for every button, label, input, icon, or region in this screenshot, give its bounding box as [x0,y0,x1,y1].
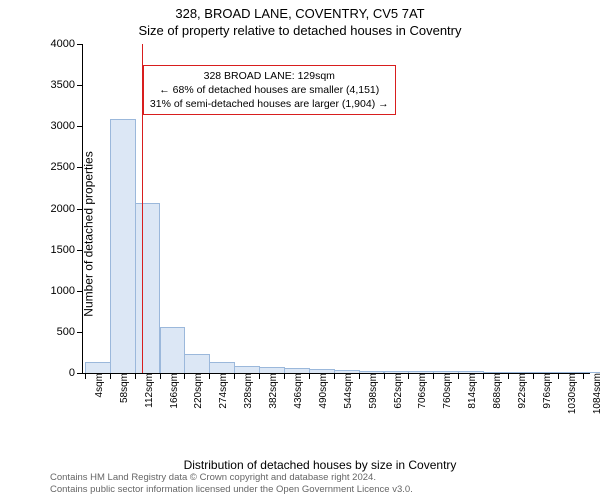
x-tick [433,373,434,379]
y-tick-label: 0 [69,367,83,379]
y-tick-label: 4000 [51,38,83,50]
x-tick-label: 868sqm [486,373,503,409]
x-tick-label: 760sqm [436,373,453,409]
x-tick [408,373,409,379]
annotation-line: ← 68% of detached houses are smaller (4,… [150,83,389,97]
histogram-bar [234,366,260,373]
x-tick [384,373,385,379]
x-tick-label: 436sqm [287,373,304,409]
x-tick-label: 598sqm [362,373,379,409]
x-tick [234,373,235,379]
x-tick-label: 4sqm [88,373,105,397]
y-tick-label: 3500 [51,79,83,91]
x-tick-label: 544sqm [337,373,354,409]
attribution-line: Contains public sector information licen… [50,484,590,496]
annotation-box: 328 BROAD LANE: 129sqm← 68% of detached … [143,65,396,116]
chart-title: 328, BROAD LANE, COVENTRY, CV5 7AT [0,0,600,21]
x-tick-label: 706sqm [411,373,428,409]
y-tick-label: 1500 [51,244,83,256]
x-tick [259,373,260,379]
attribution: Contains HM Land Registry data © Crown c… [50,472,590,496]
x-tick-label: 490sqm [312,373,329,409]
x-tick-label: 1030sqm [561,373,578,414]
x-tick [359,373,360,379]
x-tick [85,373,86,379]
x-tick [533,373,534,379]
x-tick-label: 922sqm [511,373,528,409]
x-tick [160,373,161,379]
annotation-line: 31% of semi-detached houses are larger (… [150,97,389,111]
histogram-bar [209,362,235,373]
x-tick-label: 814sqm [461,373,478,409]
x-tick-label: 112sqm [138,373,155,408]
histogram-bar [160,327,186,373]
x-tick [483,373,484,379]
x-axis-label: Distribution of detached houses by size … [50,458,590,472]
chart-subtitle: Size of property relative to detached ho… [0,21,600,40]
x-tick [135,373,136,379]
x-tick [334,373,335,379]
x-tick-label: 274sqm [212,373,229,409]
x-tick [558,373,559,379]
plot-outer: Number of detached properties 0500100015… [50,44,590,424]
x-tick-label: 382sqm [262,373,279,409]
histogram-bar [135,203,161,373]
x-tick-label: 1084sqm [586,373,600,414]
x-tick-label: 58sqm [113,373,130,403]
x-tick-label: 220sqm [187,373,204,409]
y-tick-label: 500 [57,326,83,338]
histogram-bar [85,362,111,373]
x-tick [309,373,310,379]
y-tick-label: 2500 [51,161,83,173]
x-tick-label: 328sqm [237,373,254,409]
y-tick-label: 1000 [51,285,83,297]
x-tick [458,373,459,379]
chart-container: 328, BROAD LANE, COVENTRY, CV5 7AT Size … [0,0,600,500]
x-tick [583,373,584,379]
histogram-bar [184,354,210,373]
y-tick-label: 2000 [51,203,83,215]
y-tick-label: 3000 [51,120,83,132]
attribution-line: Contains HM Land Registry data © Crown c… [50,472,590,484]
x-tick-label: 652sqm [387,373,404,409]
x-tick [209,373,210,379]
x-tick [508,373,509,379]
annotation-line: 328 BROAD LANE: 129sqm [150,69,389,83]
x-tick [184,373,185,379]
x-tick [110,373,111,379]
x-tick [284,373,285,379]
histogram-bar [110,119,136,373]
plot-area: 050010001500200025003000350040004sqm58sq… [82,44,590,374]
x-tick-label: 976sqm [536,373,553,409]
x-tick-label: 166sqm [163,373,180,409]
